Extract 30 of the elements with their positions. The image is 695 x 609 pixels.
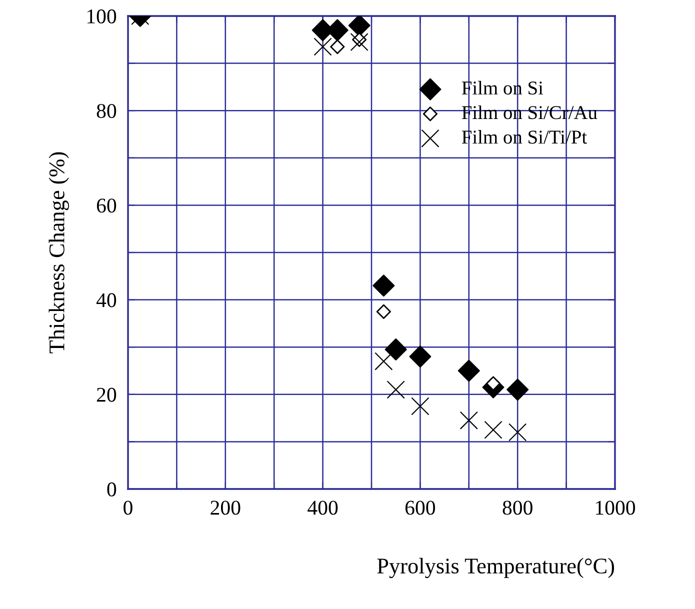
point [384,338,407,360]
y-axis-title: Thickness Change (%) [48,152,69,354]
y-tick-label: 60 [96,198,116,213]
point [330,39,345,54]
y-tick-label: 100 [87,9,116,24]
x-tick-label: 800 [502,500,532,515]
x-tick-label: 1000 [596,500,636,515]
point [506,378,529,401]
x-tick-label: 200 [210,500,240,515]
point [372,274,395,297]
x-tick-label: 0 [124,500,132,515]
point [348,16,370,36]
y-tick-label: 40 [96,293,116,308]
point [460,411,478,430]
point [374,352,393,370]
point [484,420,502,439]
x-axis-title: Pyrolysis Temperature(°C) [377,558,614,578]
point [376,304,391,319]
point [409,346,432,368]
point [386,380,405,399]
y-tick-label: 80 [96,104,116,118]
x-tick-label: 400 [308,500,338,515]
y-tick-label: 0 [107,482,116,496]
point [350,32,368,52]
y-tick-label: 20 [96,388,116,402]
point [314,38,332,56]
point [458,360,480,382]
x-tick-label: 600 [405,500,436,515]
point [508,423,527,442]
point [411,397,430,416]
